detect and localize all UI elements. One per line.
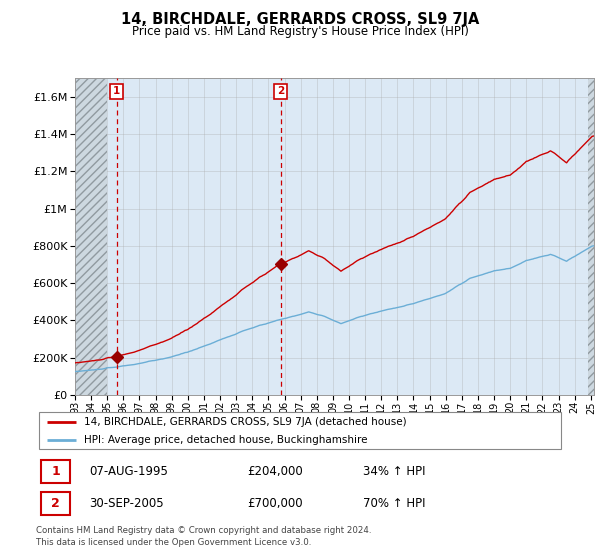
Text: 14, BIRCHDALE, GERRARDS CROSS, SL9 7JA (detached house): 14, BIRCHDALE, GERRARDS CROSS, SL9 7JA (… [83,417,406,427]
Text: 2: 2 [51,497,60,510]
Bar [589,78,594,395]
Text: 70% ↑ HPI: 70% ↑ HPI [364,497,426,510]
Text: £204,000: £204,000 [247,465,303,478]
Text: 30-SEP-2005: 30-SEP-2005 [89,497,163,510]
Text: 07-AUG-1995: 07-AUG-1995 [89,465,167,478]
Text: 14, BIRCHDALE, GERRARDS CROSS, SL9 7JA: 14, BIRCHDALE, GERRARDS CROSS, SL9 7JA [121,12,479,27]
FancyBboxPatch shape [41,492,70,515]
Text: 2: 2 [277,86,284,96]
Text: HPI: Average price, detached house, Buckinghamshire: HPI: Average price, detached house, Buck… [83,435,367,445]
Text: £700,000: £700,000 [247,497,303,510]
FancyBboxPatch shape [41,460,70,483]
Text: 34% ↑ HPI: 34% ↑ HPI [364,465,426,478]
Text: Price paid vs. HM Land Registry's House Price Index (HPI): Price paid vs. HM Land Registry's House … [131,25,469,38]
Bar [75,78,107,395]
Text: This data is licensed under the Open Government Licence v3.0.: This data is licensed under the Open Gov… [36,538,311,547]
Text: 1: 1 [51,465,60,478]
FancyBboxPatch shape [38,412,562,449]
Text: Contains HM Land Registry data © Crown copyright and database right 2024.: Contains HM Land Registry data © Crown c… [36,526,371,535]
Text: 1: 1 [113,86,120,96]
